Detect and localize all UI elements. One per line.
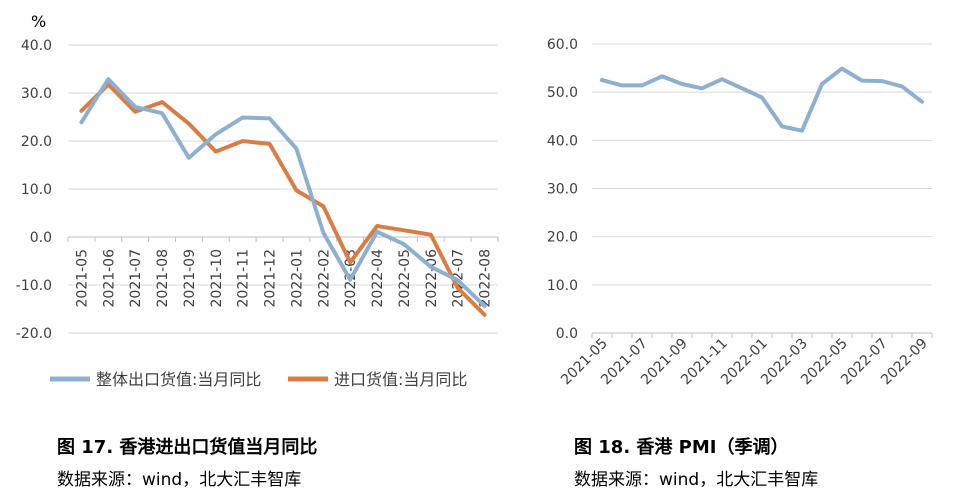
chart1-xtick-label: 2022-04: [370, 249, 386, 308]
chart1-xtick-label: 2021-07: [128, 249, 144, 308]
chart2-ytick-label: 60.0: [547, 37, 578, 53]
chart1-xtick-label: 2022-06: [424, 249, 440, 308]
chart-hk-trade-yoy: % 40.0 30.0 20.0 10.0 0.0 -10.0 -20.0 2021-05 202…: [16, 12, 499, 389]
chart1-title: 图 17. 香港进出口货值当月同比: [57, 437, 318, 458]
chart1-xtick-label: 2022-01: [289, 249, 305, 308]
chart2-ytick-label: 30.0: [547, 182, 578, 198]
chart1-xtick-label: 2022-05: [397, 249, 413, 308]
chart1-unit-label: %: [31, 12, 46, 31]
chart1-series-line-1: [79, 82, 487, 317]
chart1-legend-label-1: 进口货值:当月同比: [334, 370, 467, 389]
chart2-ytick-label: 40.0: [547, 133, 578, 149]
chart2-ytick-label: 50.0: [547, 85, 578, 101]
chart1-xtick-label: 2022-02: [316, 249, 332, 308]
chart1-ytick-label: 0.0: [30, 230, 52, 246]
chart2-source: 数据来源：wind，北大汇丰智库: [574, 470, 819, 490]
chart1-ytick-label: -10.0: [16, 278, 52, 294]
chart1-source: 数据来源：wind，北大汇丰智库: [57, 470, 302, 490]
chart1-ytick-label: 20.0: [21, 134, 52, 150]
chart1-xtick-label: 2021-08: [155, 249, 171, 308]
chart1-legend-label-0: 整体出口货值:当月同比: [96, 370, 261, 389]
chart1-xtick-label: 2021-09: [182, 249, 198, 308]
chart-hk-pmi: 60.050.040.030.020.010.00.02021-052021-0…: [547, 37, 933, 388]
chart1-xtick-label: 2021-06: [101, 249, 117, 308]
chart1-ytick-label: -20.0: [16, 326, 52, 342]
chart1-xtick-label: 2021-10: [209, 249, 225, 308]
chart1-ytick-label: 10.0: [21, 182, 52, 198]
chart1-series-line-0: [79, 77, 487, 309]
chart2-ytick-label: 0.0: [556, 326, 578, 342]
chart1-ytick-label: 30.0: [21, 86, 52, 102]
chart1-xtick-label: 2022-08: [478, 249, 494, 308]
chart2-ytick-label: 10.0: [547, 278, 578, 294]
chart1-ytick-label: 40.0: [21, 38, 52, 54]
chart1-xtick-label: 2021-11: [236, 249, 252, 308]
chart2-title: 图 18. 香港 PMI（季调）: [574, 437, 789, 458]
chart1-xtick-label: 2021-12: [263, 249, 279, 308]
chart2-series-line: [600, 66, 924, 133]
chart1-xtick-label: 2021-05: [74, 249, 90, 308]
chart2-ytick-label: 20.0: [547, 230, 578, 246]
